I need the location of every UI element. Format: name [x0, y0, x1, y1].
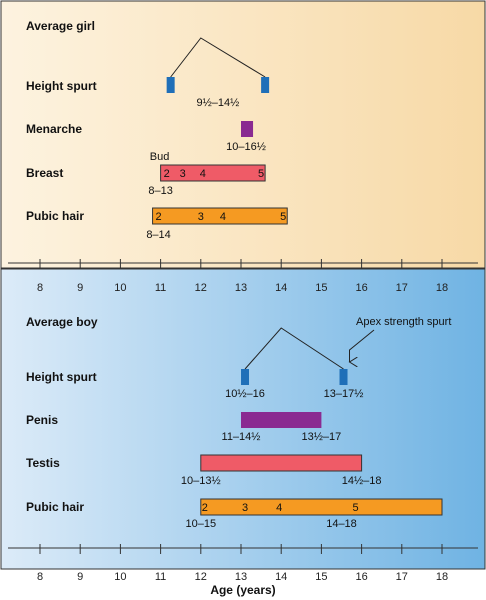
- boy-testis-end-range: 14½–18: [342, 475, 382, 487]
- girl-pubic-hair-stage-5: 5: [280, 211, 286, 223]
- top-tick-label-13: 13: [235, 282, 247, 294]
- top-tick-label-10: 10: [114, 282, 126, 294]
- boy-pubic-hair-start-range: 10–15: [186, 518, 217, 530]
- bottom-age-axis: 8 9 10 11 12 13 14 15 16 17 18: [8, 544, 478, 583]
- girl-breast-bar: [160, 164, 266, 182]
- girl-breast-stage-2: 2: [164, 168, 170, 180]
- boy-height-spurt-label: Height spurt: [26, 370, 97, 384]
- top-tick-label-9: 9: [77, 282, 83, 294]
- boy-testis-start-range: 10–13½: [181, 475, 221, 487]
- bottom-tick-label-9: 9: [77, 571, 83, 583]
- girl-breast-range: 8–13: [148, 185, 172, 197]
- girl-height-spurt-curve: [170, 37, 266, 78]
- girl-breast-label: Breast: [26, 166, 63, 180]
- top-age-axis: 8 9 10 11 12 13 14 15 16 17 18: [8, 259, 478, 294]
- girl-pubic-hair-label: Pubic hair: [26, 209, 84, 223]
- boy-pubic-hair-bar: [200, 498, 443, 516]
- girl-height-spurt-end-marker: [261, 77, 270, 93]
- top-tick-label-11: 11: [155, 282, 166, 294]
- boy-pubic-hair-stage-2: 2: [202, 502, 208, 514]
- boy-penis-end-range: 13½–17: [302, 431, 342, 443]
- boy-height-spurt-end-range: 13–17½: [324, 388, 364, 400]
- boy-testis-label: Testis: [26, 456, 60, 470]
- boy-pubic-hair-end-range: 14–18: [326, 518, 357, 530]
- boy-penis-start-range: 11–14½: [222, 431, 261, 443]
- girl-height-spurt: 9½–14½: [166, 37, 270, 109]
- boy-height-spurt-start-range: 10½–16: [225, 388, 265, 400]
- axis-title: Age (years): [210, 583, 275, 597]
- girl-menarche: 10–16½: [226, 121, 266, 153]
- bottom-tick-label-15: 15: [315, 571, 327, 583]
- boy-pubic-hair-label: Pubic hair: [26, 500, 84, 514]
- apex-strength-note: Apex strength spurt: [356, 316, 451, 328]
- girl-pubic-hair-stage-4: 4: [220, 211, 226, 223]
- girl-menarche-bar: [241, 121, 254, 137]
- boy-testis: 10–13½ 14½–18: [181, 454, 382, 487]
- boy-height-spurt-start-marker: [241, 369, 250, 385]
- boy-pubic-hair-stage-3: 3: [242, 502, 248, 514]
- bottom-tick-label-13: 13: [235, 571, 247, 583]
- girl-pubic-hair-range: 8–14: [146, 229, 170, 241]
- boy-title: Average boy: [26, 315, 98, 329]
- girl-breast-bud-annotation: Bud: [150, 151, 170, 163]
- boy-penis: 11–14½ 13½–17: [222, 412, 342, 443]
- bottom-tick-label-14: 14: [275, 571, 287, 583]
- girl-pubic-hair: 2 3 4 5 8–14: [146, 207, 288, 241]
- boy-pubic-hair-stage-5: 5: [353, 502, 359, 514]
- girl-height-spurt-range: 9½–14½: [196, 97, 239, 109]
- girl-menarche-label: Menarche: [26, 122, 82, 136]
- boy-penis-label: Penis: [26, 413, 58, 427]
- top-tick-label-8: 8: [37, 282, 43, 294]
- bottom-tick-label-16: 16: [355, 571, 367, 583]
- top-tick-label-18: 18: [436, 282, 448, 294]
- girl-pubic-hair-stage-2: 2: [156, 211, 162, 223]
- girl-pubic-hair-bar: [152, 207, 288, 225]
- girl-breast-stage-5: 5: [258, 168, 264, 180]
- boy-testis-bar: [200, 454, 363, 472]
- top-tick-label-12: 12: [195, 282, 207, 294]
- bottom-tick-label-18: 18: [436, 571, 448, 583]
- girl-pubic-hair-stage-3: 3: [198, 211, 204, 223]
- top-tick-label-15: 15: [315, 282, 327, 294]
- boy-pubic-hair: 2 3 4 5 10–15 14–18: [186, 498, 443, 530]
- boy-pubic-hair-stage-4: 4: [276, 502, 282, 514]
- boy-height-spurt-curve: [244, 327, 344, 370]
- boy-height-spurt: 10½–16 13–17½ Apex strength spurt: [225, 316, 451, 400]
- girl-breast-stage-3: 3: [180, 168, 186, 180]
- girl-menarche-range: 10–16½: [226, 141, 266, 153]
- bottom-tick-label-10: 10: [114, 571, 126, 583]
- top-tick-label-14: 14: [275, 282, 287, 294]
- girl-title: Average girl: [26, 19, 95, 33]
- girl-height-spurt-start-marker: [166, 77, 175, 93]
- girl-breast: Bud 2 3 4 5 8–13: [148, 151, 266, 197]
- girl-height-spurt-label: Height spurt: [26, 79, 97, 93]
- girl-breast-stage-4: 4: [200, 168, 206, 180]
- bottom-tick-label-17: 17: [396, 571, 408, 583]
- bottom-tick-label-8: 8: [37, 571, 43, 583]
- apex-strength-arrow: [350, 329, 375, 362]
- boy-height-spurt-end-marker: [339, 369, 348, 385]
- bottom-tick-label-12: 12: [195, 571, 207, 583]
- top-tick-label-17: 17: [396, 282, 408, 294]
- bottom-tick-label-11: 11: [155, 571, 166, 583]
- boy-penis-bar: [241, 412, 322, 428]
- top-tick-label-16: 16: [355, 282, 367, 294]
